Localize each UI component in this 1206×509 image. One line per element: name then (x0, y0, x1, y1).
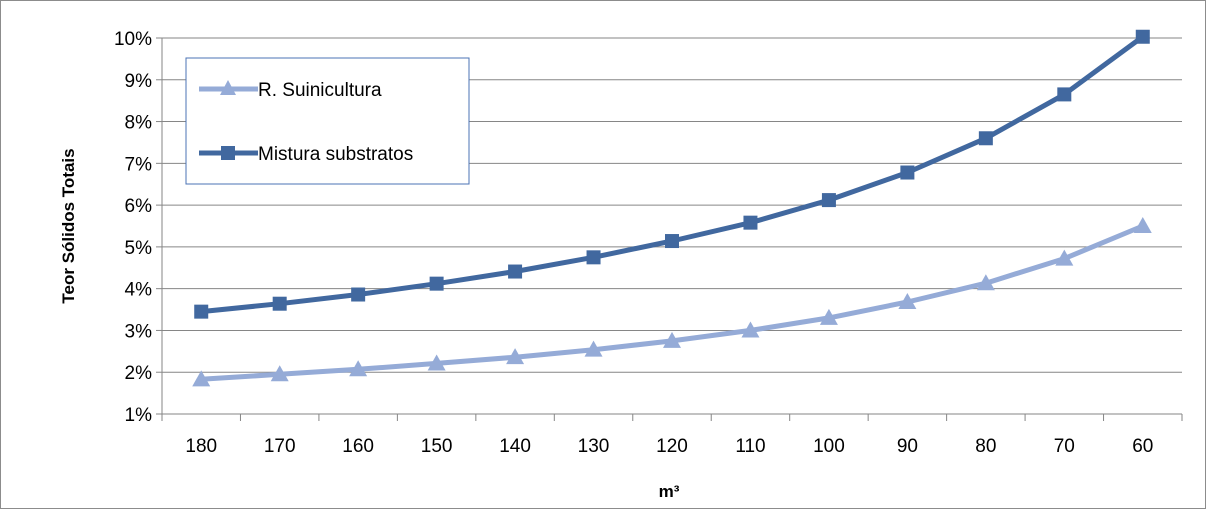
data-point-triangle (506, 348, 525, 365)
legend-label-mistura-substratos: Mistura substratos (258, 144, 413, 165)
data-point-triangle (976, 274, 995, 291)
y-tick-label: 1% (125, 405, 153, 426)
legend-marker-square (221, 146, 235, 160)
data-point-triangle (192, 370, 211, 387)
axes: 1% 2% 3% 4% 5% 6% 7% 8% 9% 10% 180 170 160 150 140 130 1… (114, 29, 1183, 457)
data-point-square (743, 215, 758, 230)
y-tick-label: 4% (125, 280, 153, 301)
data-point-square (194, 304, 209, 319)
legend-item-r-suinicultura: R. Suinicultura (199, 80, 382, 101)
y-tick-label: 10% (114, 29, 152, 50)
data-point-triangle (741, 321, 760, 338)
data-point-triangle (898, 293, 917, 310)
data-point-square (586, 250, 601, 265)
data-point-triangle (427, 354, 446, 371)
data-point-square (429, 276, 444, 291)
y-tick-label: 6% (125, 196, 153, 217)
x-tick-label: 110 (735, 436, 765, 457)
data-point-square (1057, 87, 1072, 102)
legend-marker-triangle (220, 80, 236, 95)
y-tick-label: 8% (125, 113, 153, 134)
x-tick-label: 120 (656, 436, 688, 457)
y-tick-label: 7% (125, 154, 153, 175)
x-tick-label: 150 (421, 436, 453, 457)
data-point-triangle (819, 308, 838, 325)
legend-item-mistura-substratos: Mistura substratos (199, 144, 413, 165)
x-tick-label: 140 (499, 436, 531, 457)
series-line-r-suinicultura (198, 223, 1146, 382)
data-point-triangle (349, 360, 368, 377)
x-tick-label: 130 (578, 436, 610, 457)
legend-label-r-suinicultura: R. Suinicultura (258, 80, 382, 101)
data-point-triangle (270, 365, 289, 382)
data-point-square (821, 193, 836, 208)
data-point-square (665, 234, 679, 249)
y-tick-label: 3% (125, 321, 153, 342)
y-tick-label: 9% (125, 71, 153, 92)
series-layer (192, 29, 1152, 387)
x-tick-label: 100 (813, 436, 845, 457)
x-tick-label: 170 (264, 436, 296, 457)
data-point-triangle (584, 340, 603, 357)
y-tick-label: 2% (125, 363, 153, 384)
data-point-triangle (1055, 249, 1074, 266)
data-point-square (272, 296, 287, 311)
x-tick-label: 160 (342, 436, 374, 457)
y-axis-title: Teor Sólidos Totais (59, 148, 78, 303)
data-point-triangle (1133, 217, 1152, 233)
data-point-triangle (663, 331, 681, 348)
x-tick-label: 180 (185, 436, 217, 457)
data-point-square (978, 131, 993, 146)
data-point-square (900, 165, 915, 180)
data-point-square (351, 287, 366, 302)
x-tick-label: 90 (897, 436, 918, 457)
x-tick-label: 60 (1132, 436, 1153, 457)
data-point-square (1135, 29, 1150, 44)
legend-box (185, 57, 470, 185)
x-tick-label: 80 (975, 436, 996, 457)
legend: R. Suinicultura Mistura substratos (185, 57, 470, 185)
x-axis-title: m³ (659, 482, 680, 501)
y-tick-label: 5% (125, 238, 153, 259)
data-point-square (508, 264, 523, 279)
x-tick-label: 70 (1054, 436, 1075, 457)
